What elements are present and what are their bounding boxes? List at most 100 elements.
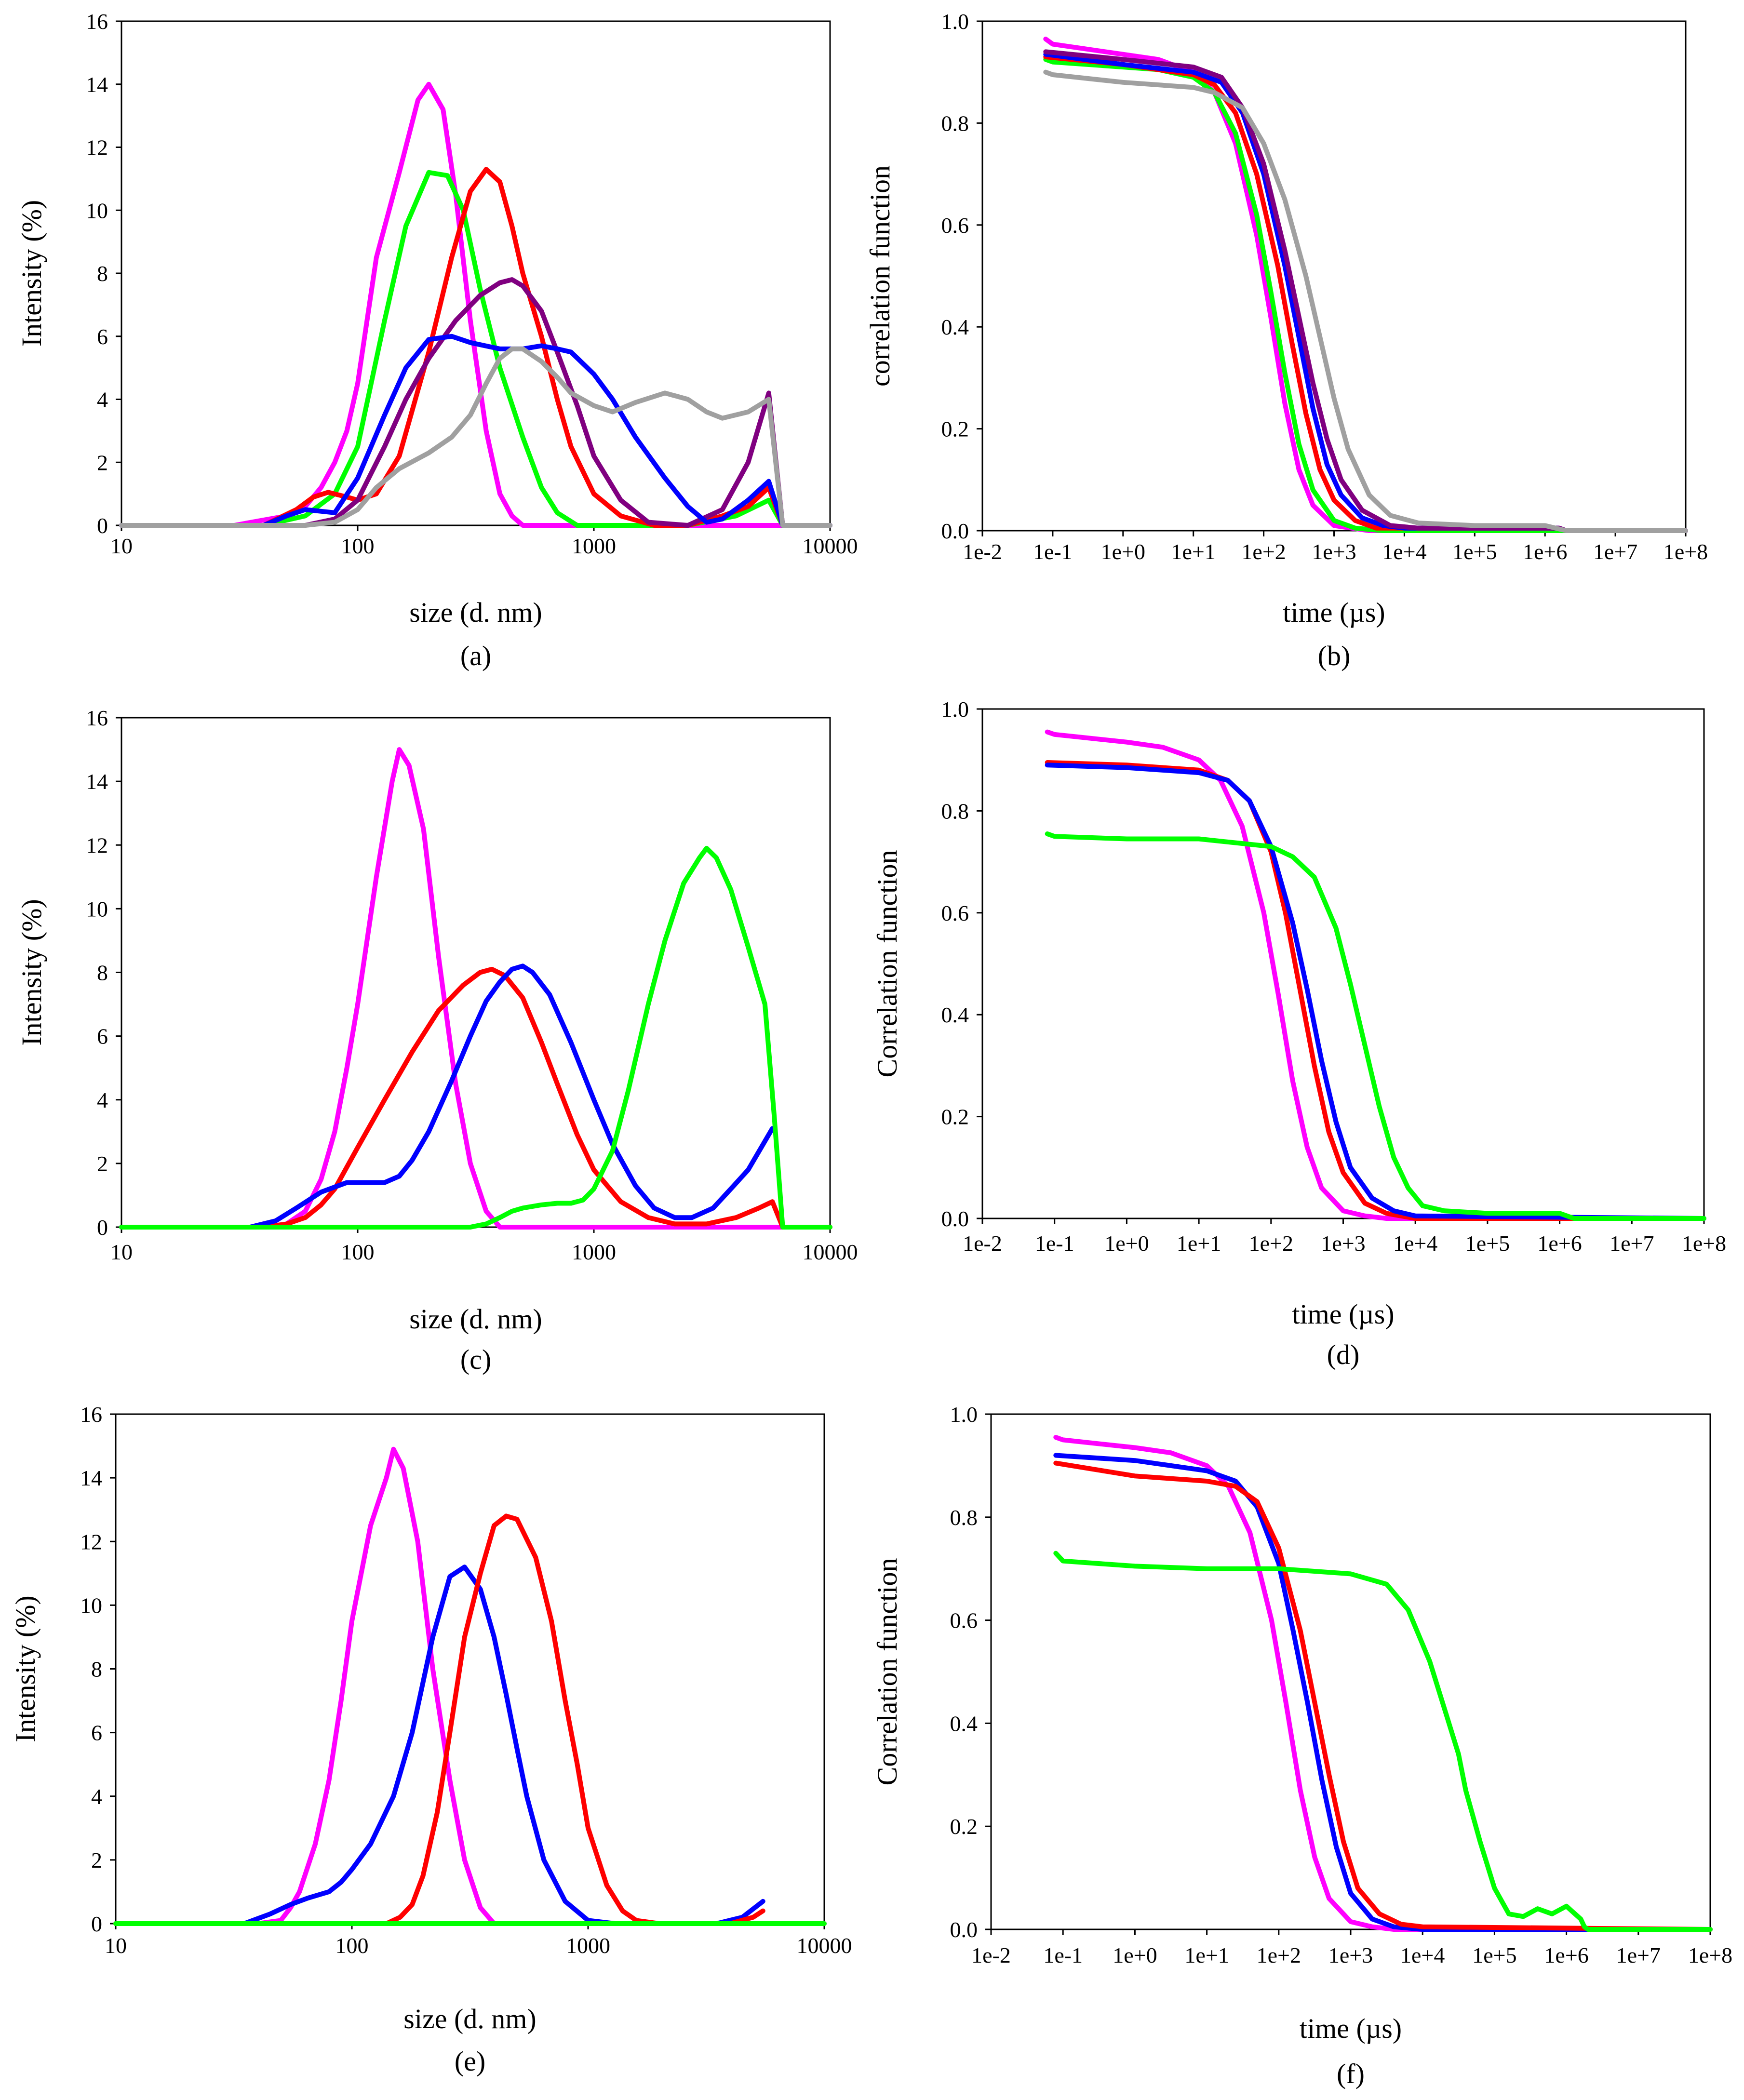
chart-c-xtick-label: 1000 bbox=[572, 1240, 616, 1264]
chart-f-xtick-label: 1e+2 bbox=[1257, 1943, 1301, 1967]
chart-a-ytick-label: 12 bbox=[86, 135, 108, 160]
chart-a-ytick-label: 0 bbox=[97, 513, 108, 538]
chart-b-xtick-label: 1e+3 bbox=[1312, 539, 1356, 564]
chart-c-ytick-label: 10 bbox=[86, 896, 108, 921]
chart-d-xtick-label: 1e-2 bbox=[963, 1231, 1002, 1256]
chart-c-ytick-label: 14 bbox=[86, 769, 108, 794]
chart-e-ytick-label: 16 bbox=[80, 1402, 102, 1427]
chart-e-series-magenta bbox=[113, 1446, 827, 1926]
chart-b-series-blue bbox=[1043, 52, 1688, 533]
chart-d-xtick-label: 1e+0 bbox=[1104, 1231, 1149, 1256]
chart-e-xtick-label: 10 bbox=[105, 1933, 127, 1958]
chart-f-ytick-label: 0.8 bbox=[950, 1505, 978, 1530]
chart-b-xtick-label: 1e+7 bbox=[1593, 539, 1637, 564]
chart-e-series-blue bbox=[113, 1565, 765, 1926]
chart-b-x-axis-title: time (µs) bbox=[1283, 597, 1385, 628]
chart-b-ytick-label: 1.0 bbox=[941, 9, 969, 34]
chart-f-series-magenta bbox=[1053, 1435, 1713, 1932]
chart-b-ytick-label: 0.0 bbox=[941, 519, 969, 543]
chart-d-ytick-label: 0.0 bbox=[941, 1206, 969, 1231]
chart-f-xtick-label: 1e+6 bbox=[1544, 1943, 1588, 1967]
chart-b-ytick-label: 0.4 bbox=[941, 315, 969, 339]
chart-b-ytick-label: 0.6 bbox=[941, 213, 969, 238]
chart-a-series-magenta bbox=[119, 81, 832, 528]
chart-e-x-axis-title: size (d. nm) bbox=[403, 2003, 536, 2034]
chart-c-xtick-label: 100 bbox=[341, 1240, 375, 1264]
chart-c-ytick-label: 6 bbox=[97, 1024, 108, 1049]
chart-f-xtick-label: 1e+4 bbox=[1400, 1943, 1445, 1967]
chart-e-panel-label: (e) bbox=[455, 2046, 485, 2077]
chart-b: 0.0 0.2 0.4 0.6 0.8 1.0 1e-2 1e-1 1e+0 1e+1 1e+2 1e… bbox=[864, 9, 1708, 671]
chart-c-xtick-label: 10000 bbox=[803, 1240, 858, 1264]
chart-d-series-blue bbox=[1045, 762, 1706, 1221]
chart-b-series-purple bbox=[1043, 49, 1688, 533]
chart-d-xtick-label: 1e+2 bbox=[1249, 1231, 1293, 1256]
chart-a-x-axis-title: size (d. nm) bbox=[409, 597, 542, 628]
chart-d-xtick-label: 1e+8 bbox=[1682, 1231, 1726, 1256]
chart-e: 0 2 4 6 8 10 12 14 16 10 100 1000 10000 size (d. nm) I… bbox=[10, 1402, 852, 2077]
chart-a-panel-label: (a) bbox=[460, 640, 491, 671]
chart-f-ytick-label: 1.0 bbox=[950, 1402, 978, 1427]
chart-c-series-green bbox=[119, 845, 832, 1230]
chart-d-xtick-label: 1e+6 bbox=[1537, 1231, 1582, 1256]
chart-c-ytick-label: 8 bbox=[97, 961, 108, 985]
chart-a-ytick-label: 2 bbox=[97, 450, 108, 475]
chart-d-xtick-label: 1e-1 bbox=[1035, 1231, 1074, 1256]
chart-a-y-axis-title: Intensity (%) bbox=[16, 200, 47, 347]
chart-d-y-axis-title: Correlation function bbox=[872, 850, 903, 1078]
chart-e-xtick-label: 100 bbox=[335, 1933, 369, 1958]
chart-f: 0.0 0.2 0.4 0.6 0.8 1.0 1e-2 1e-1 1e+0 1e+1 1e+2 1e… bbox=[872, 1402, 1732, 2089]
chart-a-series-blue bbox=[119, 334, 832, 528]
chart-b-xtick-label: 1e-1 bbox=[1033, 539, 1073, 564]
chart-a-series-purple bbox=[119, 277, 832, 528]
chart-c-x-axis-title: size (d. nm) bbox=[409, 1303, 542, 1335]
chart-c-y-axis-title: Intensity (%) bbox=[16, 899, 47, 1045]
chart-e-ytick-label: 14 bbox=[80, 1466, 102, 1490]
chart-b-series-red bbox=[1043, 54, 1688, 533]
chart-b-xtick-label: 1e+2 bbox=[1241, 539, 1286, 564]
chart-f-ytick-label: 0.4 bbox=[950, 1711, 978, 1736]
chart-d-ytick-label: 0.4 bbox=[941, 1003, 969, 1027]
chart-d-x-axis-title: time (µs) bbox=[1292, 1298, 1394, 1330]
chart-e-ytick-label: 8 bbox=[91, 1657, 102, 1682]
chart-e-xtick-label: 1000 bbox=[566, 1933, 610, 1958]
chart-e-ytick-label: 2 bbox=[91, 1848, 102, 1873]
chart-f-series-red bbox=[1053, 1460, 1713, 1932]
chart-c-ytick-label: 0 bbox=[97, 1215, 108, 1240]
chart-c-series-blue bbox=[119, 963, 775, 1230]
chart-a-xtick-label: 1000 bbox=[572, 534, 616, 558]
chart-c-xtick-label: 10 bbox=[110, 1240, 133, 1264]
chart-f-xtick-label: 1e-2 bbox=[971, 1943, 1011, 1967]
chart-a-ytick-label: 14 bbox=[86, 72, 108, 97]
chart-d-xtick-label: 1e+1 bbox=[1177, 1231, 1221, 1256]
chart-f-series-blue bbox=[1053, 1453, 1713, 1932]
chart-f-ytick-label: 0.6 bbox=[950, 1608, 978, 1633]
chart-d: 0.0 0.2 0.4 0.6 0.8 1.0 1e-2 1e-1 1e+0 1e+1 1e+2 1e… bbox=[872, 697, 1726, 1370]
chart-b-xtick-label: 1e+1 bbox=[1171, 539, 1216, 564]
chart-f-ytick-label: 0.0 bbox=[950, 1917, 978, 1942]
chart-e-ytick-label: 6 bbox=[91, 1721, 102, 1745]
chart-c-ytick-label: 4 bbox=[97, 1088, 108, 1112]
chart-b-xtick-label: 1e-2 bbox=[963, 539, 1002, 564]
chart-d-ytick-label: 0.6 bbox=[941, 901, 969, 925]
chart-c-ytick-label: 12 bbox=[86, 833, 108, 857]
chart-a-ytick-label: 8 bbox=[97, 261, 108, 286]
chart-e-y-axis-title: Intensity (%) bbox=[10, 1595, 41, 1742]
chart-d-ytick-label: 1.0 bbox=[941, 697, 969, 722]
chart-b-xtick-label: 1e+5 bbox=[1452, 539, 1497, 564]
chart-e-plot-frame bbox=[115, 1413, 825, 1925]
chart-d-xtick-label: 1e+3 bbox=[1321, 1231, 1365, 1256]
chart-b-series-green bbox=[1043, 57, 1688, 533]
chart-a-xtick-label: 100 bbox=[341, 534, 375, 558]
chart-c-ytick-label: 16 bbox=[86, 706, 108, 730]
chart-e-series-red bbox=[113, 1513, 765, 1926]
chart-a-ytick-label: 4 bbox=[97, 388, 108, 412]
chart-b-xtick-label: 1e+0 bbox=[1101, 539, 1145, 564]
chart-f-xtick-label: 1e+1 bbox=[1184, 1943, 1229, 1967]
chart-e-xtick-label: 10000 bbox=[797, 1933, 852, 1958]
chart-a-ytick-label: 6 bbox=[97, 324, 108, 349]
chart-e-ytick-label: 10 bbox=[80, 1593, 102, 1618]
chart-c-series-red bbox=[119, 966, 832, 1230]
chart-e-ytick-label: 4 bbox=[91, 1784, 102, 1809]
chart-a-xtick-label: 10 bbox=[110, 534, 133, 558]
